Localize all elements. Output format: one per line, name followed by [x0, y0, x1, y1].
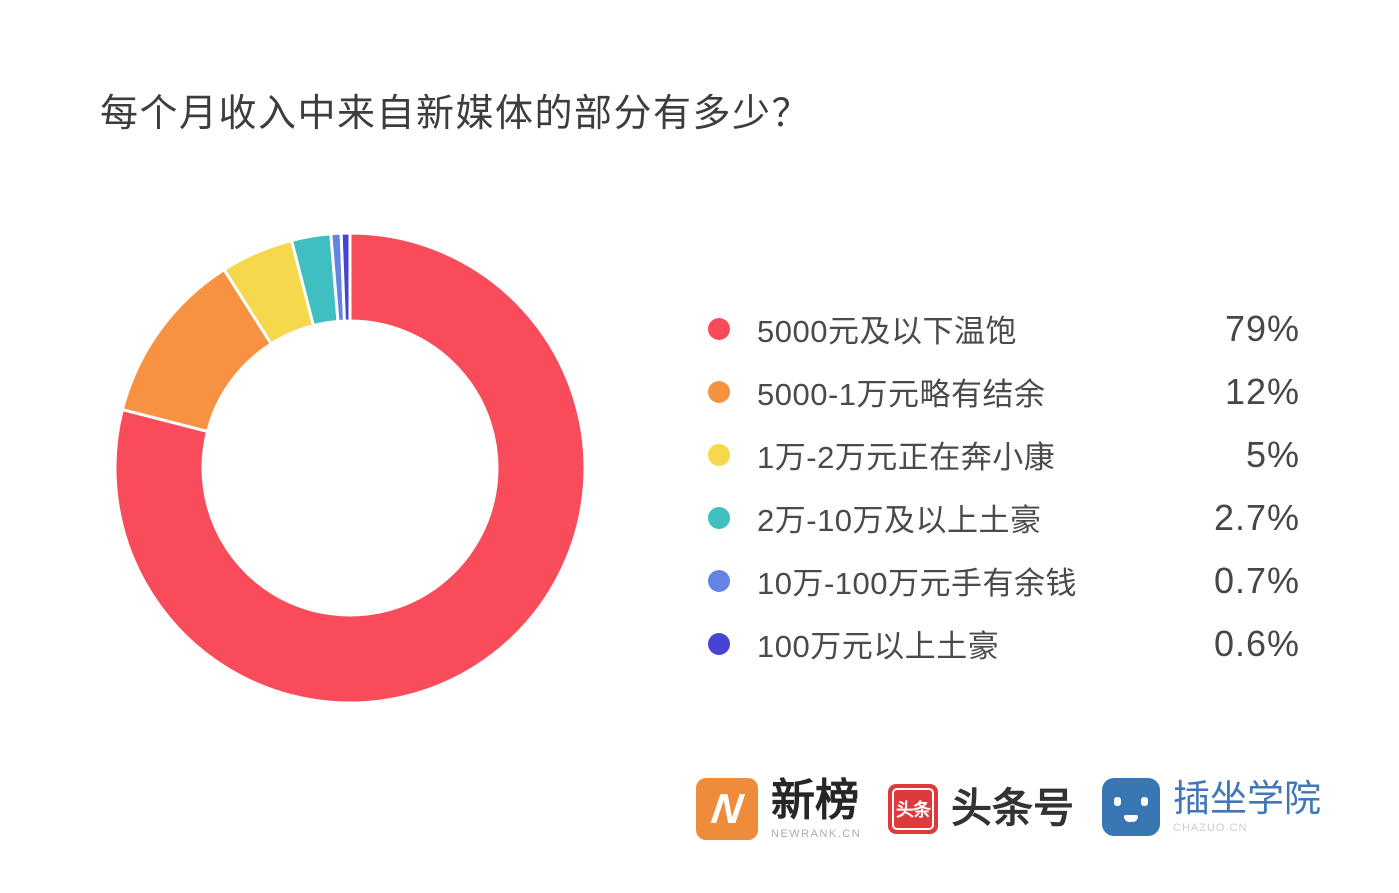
legend-label: 10万-100万元手有余钱 — [757, 566, 1078, 601]
chazuo-logo-text: 插坐学院 CHAZUO.CN — [1173, 778, 1321, 834]
legend-dot-icon — [708, 380, 730, 403]
legend-dot-icon — [708, 569, 730, 592]
chazuo-logo: 插坐学院 CHAZUO.CN — [1102, 778, 1321, 836]
newrank-domain: NEWRANK.CN — [771, 827, 862, 840]
donut-segment-0 — [113, 231, 587, 705]
legend-item: 1万-2万元正在奔小康 5% — [708, 423, 1300, 486]
legend-value: 0.7% — [1213, 559, 1300, 601]
chazuo-face-mouth-icon — [1124, 815, 1138, 822]
legend-label: 5000元及以下温饱 — [757, 314, 1017, 349]
legend-item: 10万-100万元手有余钱 0.7% — [708, 549, 1300, 612]
newrank-n-glyph: N — [708, 785, 746, 832]
newrank-n-icon: N — [696, 778, 758, 840]
legend-label: 1万-2万元正在奔小康 — [757, 440, 1056, 475]
chart-title: 每个月收入中来自新媒体的部分有多少？ — [100, 93, 812, 135]
legend-item: 100万元以上土豪 0.6% — [708, 612, 1300, 675]
legend-dot-icon — [708, 632, 730, 655]
legend-label: 5000-1万元略有结余 — [757, 377, 1046, 412]
legend-dot-icon — [708, 317, 730, 340]
toutiao-name: 头条号 — [951, 785, 1074, 832]
chazuo-face-eye-icon — [1141, 797, 1148, 806]
donut-segment-5 — [339, 231, 352, 323]
newrank-name: 新榜 — [771, 776, 859, 826]
legend-dot-icon — [708, 506, 730, 529]
legend-item: 5000-1万元略有结余 12% — [708, 360, 1300, 423]
donut-chart — [113, 231, 587, 705]
chazuo-face-icon — [1102, 778, 1160, 836]
newrank-logo: N 新榜 NEWRANK.CN — [696, 778, 861, 840]
legend-value: 0.6% — [1213, 622, 1300, 664]
legend-item: 5000元及以下温饱 79% — [708, 297, 1300, 360]
legend-value: 2.7% — [1213, 496, 1300, 538]
legend-value: 79% — [1224, 307, 1300, 349]
chart-legend: 5000元及以下温饱 79% 5000-1万元略有结余 12% 1万-2万元正在… — [708, 297, 1300, 675]
toutiao-logo-text: 头条号 — [951, 787, 1074, 830]
toutiao-logo: 头条 头条号 — [888, 784, 1074, 834]
legend-value: 12% — [1224, 370, 1300, 412]
legend-item: 2万-10万及以上土豪 2.7% — [708, 486, 1300, 549]
chazuo-domain: CHAZUO.CN — [1173, 821, 1248, 834]
chazuo-name: 插坐学院 — [1173, 778, 1321, 820]
legend-dot-icon — [708, 443, 730, 466]
legend-label: 100万元以上土豪 — [757, 629, 1000, 664]
toutiao-icon-frame: 头条 — [892, 788, 934, 830]
legend-value: 5% — [1245, 433, 1300, 475]
legend-label: 2万-10万及以上土豪 — [757, 503, 1042, 538]
toutiao-icon-glyph: 头条 — [896, 800, 931, 820]
newrank-logo-text: 新榜 NEWRANK.CN — [771, 776, 862, 840]
toutiao-icon: 头条 — [888, 784, 938, 834]
chazuo-face-eye-icon — [1114, 797, 1121, 806]
